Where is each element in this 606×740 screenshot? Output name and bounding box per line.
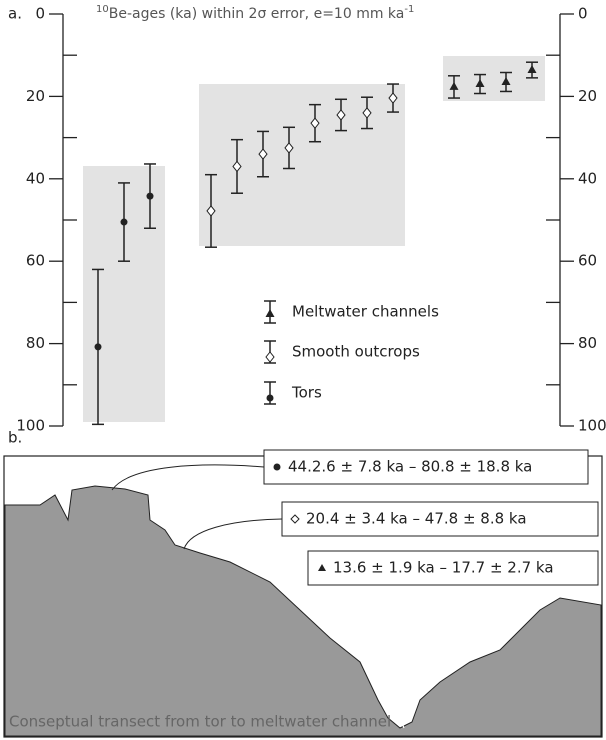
range-label: 44.2.6 ± 7.8 ka – 80.8 ± 18.8 ka [288, 458, 532, 476]
legend-label: Tors [291, 384, 322, 402]
y-tick-label: 100 [578, 417, 606, 435]
group-box [199, 84, 405, 246]
y-tick-label: 80 [578, 334, 597, 352]
caption: Conseptual transect from tor to meltwate… [9, 713, 391, 731]
chart-title: 10Be-ages (ka) within 2σ error, e=10 mm … [96, 4, 414, 22]
y-tick-label: 60 [578, 252, 597, 270]
panel-label: a. [8, 5, 22, 23]
leader-line [388, 586, 404, 728]
y-tick-label: 40 [578, 169, 597, 187]
y-tick-label: 20 [578, 87, 597, 105]
group-boxes [83, 56, 545, 422]
title-sup: 10 [96, 4, 109, 15]
point [121, 219, 128, 226]
title-sup: -1 [404, 4, 414, 15]
y-tick-label: 40 [26, 169, 45, 187]
range-label: 20.4 ± 3.4 ka – 47.8 ± 8.8 ka [306, 510, 527, 528]
figure: a. b. 10Be-ages (ka) within 2σ error, e=… [0, 0, 606, 740]
y-tick-label: 80 [26, 334, 45, 352]
y-tick-label: 0 [35, 5, 45, 23]
legend-symbol [274, 464, 281, 471]
y-tick-label: 20 [26, 87, 45, 105]
legend-symbol [267, 395, 274, 402]
point [95, 343, 102, 350]
leader-line [112, 465, 264, 490]
legend-label: Meltwater channels [292, 303, 439, 321]
leader-line [184, 519, 282, 549]
legend-label: Smooth outcrops [292, 343, 420, 361]
point [147, 193, 154, 200]
legend-symbol [266, 309, 275, 317]
y-tick-label: 100 [16, 417, 45, 435]
legend-symbol [266, 352, 274, 362]
range-label: 13.6 ± 1.9 ka – 17.7 ± 2.7 ka [333, 559, 554, 577]
title-main: Be-ages (ka) within 2σ error, e=10 mm ka [109, 6, 405, 22]
y-tick-label: 60 [26, 252, 45, 270]
y-tick-label: 0 [578, 5, 588, 23]
